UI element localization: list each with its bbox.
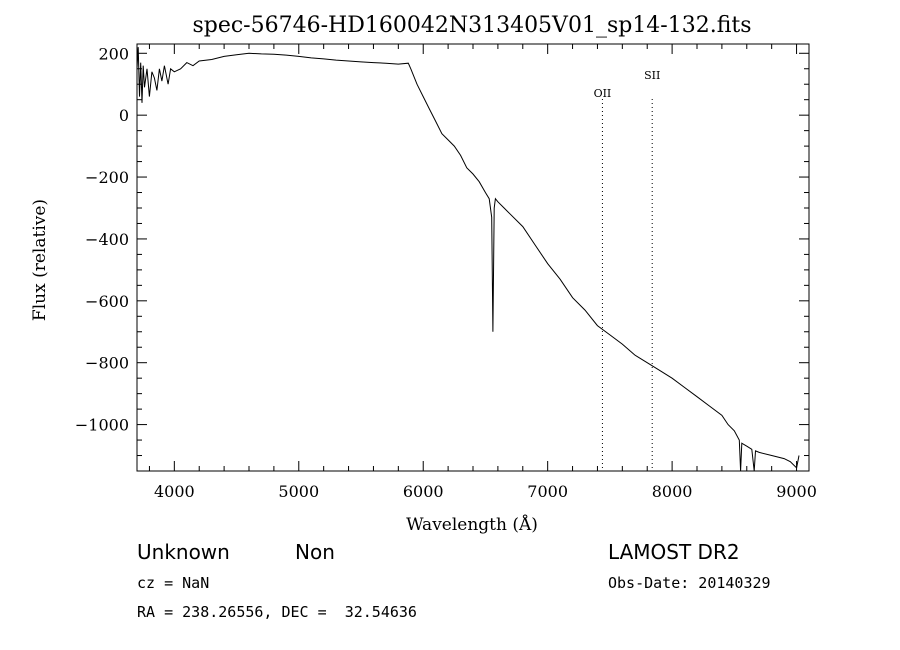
coordinates: RA = 238.26556, DEC = 32.54636 xyxy=(137,603,417,621)
y-axis-label: Flux (relative) xyxy=(30,199,50,321)
annotations-layer: OII SII xyxy=(594,69,660,471)
redshift-cz: cz = NaN xyxy=(137,574,210,592)
spectral-line-label: SII xyxy=(644,69,660,82)
series-layer xyxy=(136,47,800,472)
y-tick-label: −1000 xyxy=(75,416,129,435)
x-tick-label: 7000 xyxy=(527,482,568,501)
y-tick-label: −800 xyxy=(85,354,129,373)
x-tick-label: 6000 xyxy=(403,482,444,501)
survey-name: LAMOST DR2 xyxy=(608,540,740,564)
observation-date: Obs-Date: 20140329 xyxy=(608,574,771,592)
y-tick-label: 200 xyxy=(98,44,129,63)
x-tick-label: 9000 xyxy=(776,482,817,501)
x-axis-label: Wavelength (Å) xyxy=(406,514,538,535)
y-tick-label: −600 xyxy=(85,292,129,311)
spectral-line-label: OII xyxy=(594,87,612,100)
y-tick-label: −400 xyxy=(85,230,129,249)
chart-title: spec-56746-HD160042N313405V01_sp14-132.f… xyxy=(192,13,751,38)
y-tick-label: 0 xyxy=(119,106,129,125)
x-tick-label: 5000 xyxy=(278,482,319,501)
y-tick-label: −200 xyxy=(85,168,129,187)
x-tick-label: 8000 xyxy=(652,482,693,501)
x-tick-label: 4000 xyxy=(154,482,195,501)
ticks-layer: 4000 5000 6000 7000 8000 9000 200 0 −200 −400 −600… xyxy=(75,44,817,501)
spectrum-line xyxy=(136,47,800,472)
object-subclass: Non xyxy=(295,540,335,564)
plot-frame xyxy=(136,43,810,472)
object-class: Unknown xyxy=(137,540,230,564)
